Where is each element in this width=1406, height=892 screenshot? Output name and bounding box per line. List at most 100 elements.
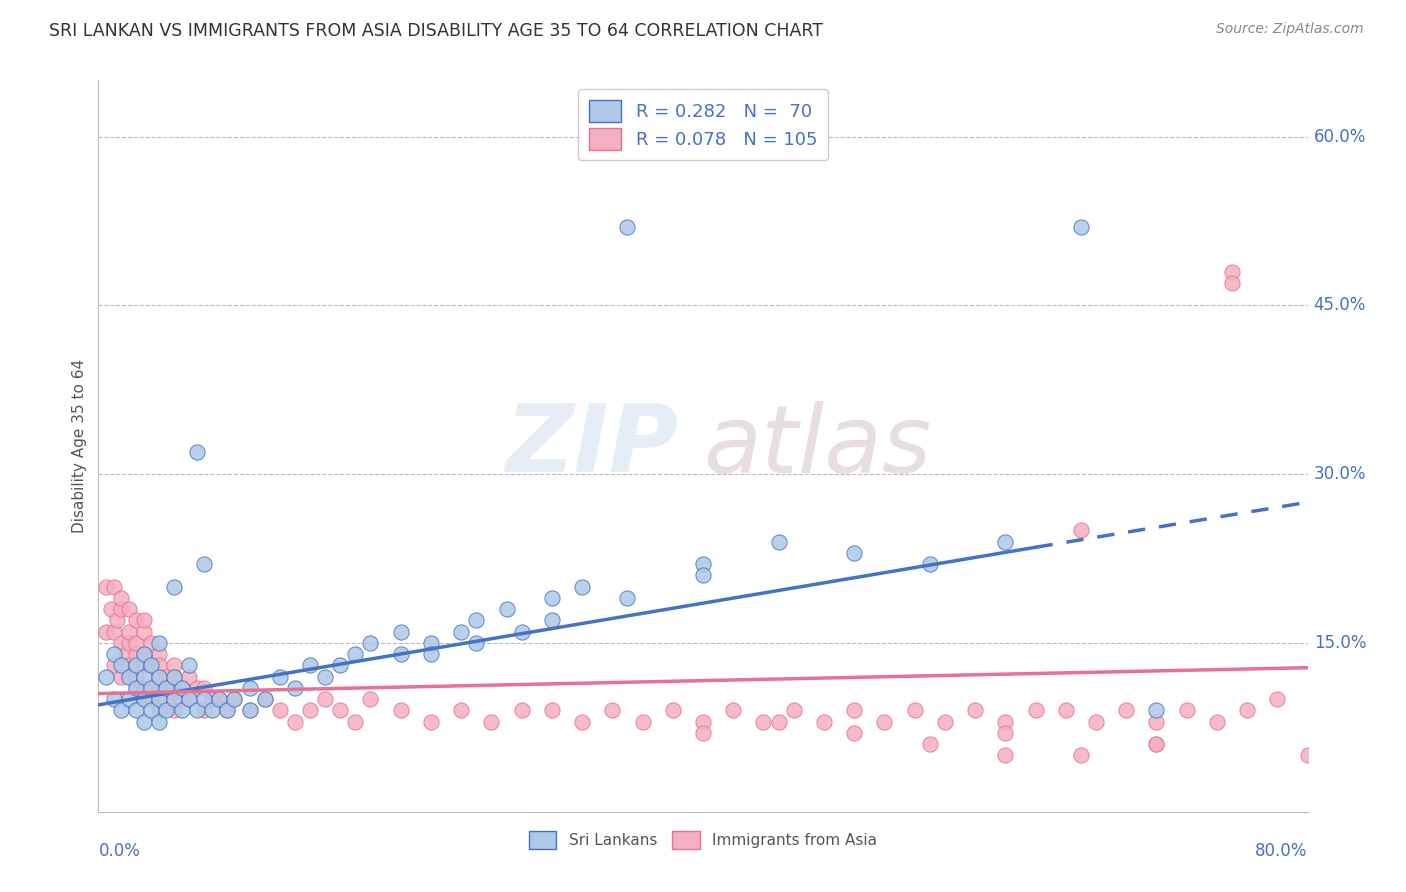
Point [1220, 276, 1243, 290]
Point [253, 692, 276, 706]
Point [186, 444, 208, 458]
Point [692, 568, 714, 582]
Point [110, 658, 132, 673]
Point [994, 714, 1017, 729]
Point [118, 658, 141, 673]
Point [1220, 264, 1243, 278]
Text: 0.0%: 0.0% [98, 842, 141, 860]
Point [571, 714, 593, 729]
Point [299, 703, 322, 717]
Point [994, 748, 1017, 763]
Point [163, 692, 186, 706]
Point [661, 703, 683, 717]
Text: 80.0%: 80.0% [1256, 842, 1308, 860]
Point [125, 670, 148, 684]
Point [193, 681, 215, 695]
Point [918, 737, 941, 751]
Point [1267, 692, 1289, 706]
Point [269, 670, 291, 684]
Point [170, 703, 193, 717]
Point [329, 658, 352, 673]
Point [465, 636, 488, 650]
Point [918, 557, 941, 571]
Point [94, 670, 117, 684]
Point [692, 714, 714, 729]
Point [344, 714, 367, 729]
Point [148, 692, 170, 706]
Point [224, 692, 246, 706]
Point [253, 692, 276, 706]
Point [344, 647, 367, 661]
Point [844, 703, 866, 717]
Point [723, 703, 745, 717]
Point [103, 658, 125, 673]
Text: SRI LANKAN VS IMMIGRANTS FROM ASIA DISABILITY AGE 35 TO 64 CORRELATION CHART: SRI LANKAN VS IMMIGRANTS FROM ASIA DISAB… [49, 22, 823, 40]
Point [269, 703, 291, 717]
Point [125, 647, 148, 661]
Point [540, 703, 562, 717]
Point [284, 714, 307, 729]
Point [1085, 714, 1108, 729]
Point [170, 692, 193, 706]
Point [239, 703, 262, 717]
Point [163, 681, 186, 695]
Point [94, 580, 117, 594]
Point [768, 714, 790, 729]
Text: 45.0%: 45.0% [1313, 296, 1367, 314]
Point [844, 546, 866, 560]
Point [692, 726, 714, 740]
Text: ZIP: ZIP [506, 400, 679, 492]
Point [692, 557, 714, 571]
Point [125, 703, 148, 717]
Point [141, 636, 163, 650]
Point [1144, 737, 1167, 751]
Point [110, 670, 132, 684]
Point [1144, 737, 1167, 751]
Point [1175, 703, 1198, 717]
Point [125, 681, 148, 695]
Point [239, 681, 262, 695]
Point [105, 614, 128, 628]
Point [155, 681, 177, 695]
Point [141, 703, 163, 717]
Point [148, 636, 170, 650]
Point [141, 658, 163, 673]
Point [934, 714, 956, 729]
Point [155, 703, 177, 717]
Point [163, 703, 186, 717]
Point [179, 658, 201, 673]
Point [110, 591, 132, 605]
Point [118, 636, 141, 650]
Point [1236, 703, 1258, 717]
Point [994, 534, 1017, 549]
Point [118, 670, 141, 684]
Point [201, 692, 224, 706]
Point [1070, 524, 1092, 538]
Point [813, 714, 835, 729]
Point [224, 692, 246, 706]
Point [132, 614, 155, 628]
Point [314, 670, 336, 684]
Point [132, 658, 155, 673]
Point [103, 692, 125, 706]
Point [616, 591, 638, 605]
Point [208, 692, 231, 706]
Point [389, 703, 412, 717]
Y-axis label: Disability Age 35 to 64: Disability Age 35 to 64 [72, 359, 87, 533]
Legend: Sri Lankans, Immigrants from Asia: Sri Lankans, Immigrants from Asia [523, 824, 883, 855]
Point [148, 714, 170, 729]
Point [201, 703, 224, 717]
Point [420, 714, 443, 729]
Point [148, 681, 170, 695]
Point [148, 658, 170, 673]
Point [616, 219, 638, 234]
Point [844, 726, 866, 740]
Point [904, 703, 927, 717]
Point [163, 670, 186, 684]
Point [148, 647, 170, 661]
Point [132, 647, 155, 661]
Point [179, 692, 201, 706]
Point [602, 703, 624, 717]
Point [186, 681, 208, 695]
Point [132, 692, 155, 706]
